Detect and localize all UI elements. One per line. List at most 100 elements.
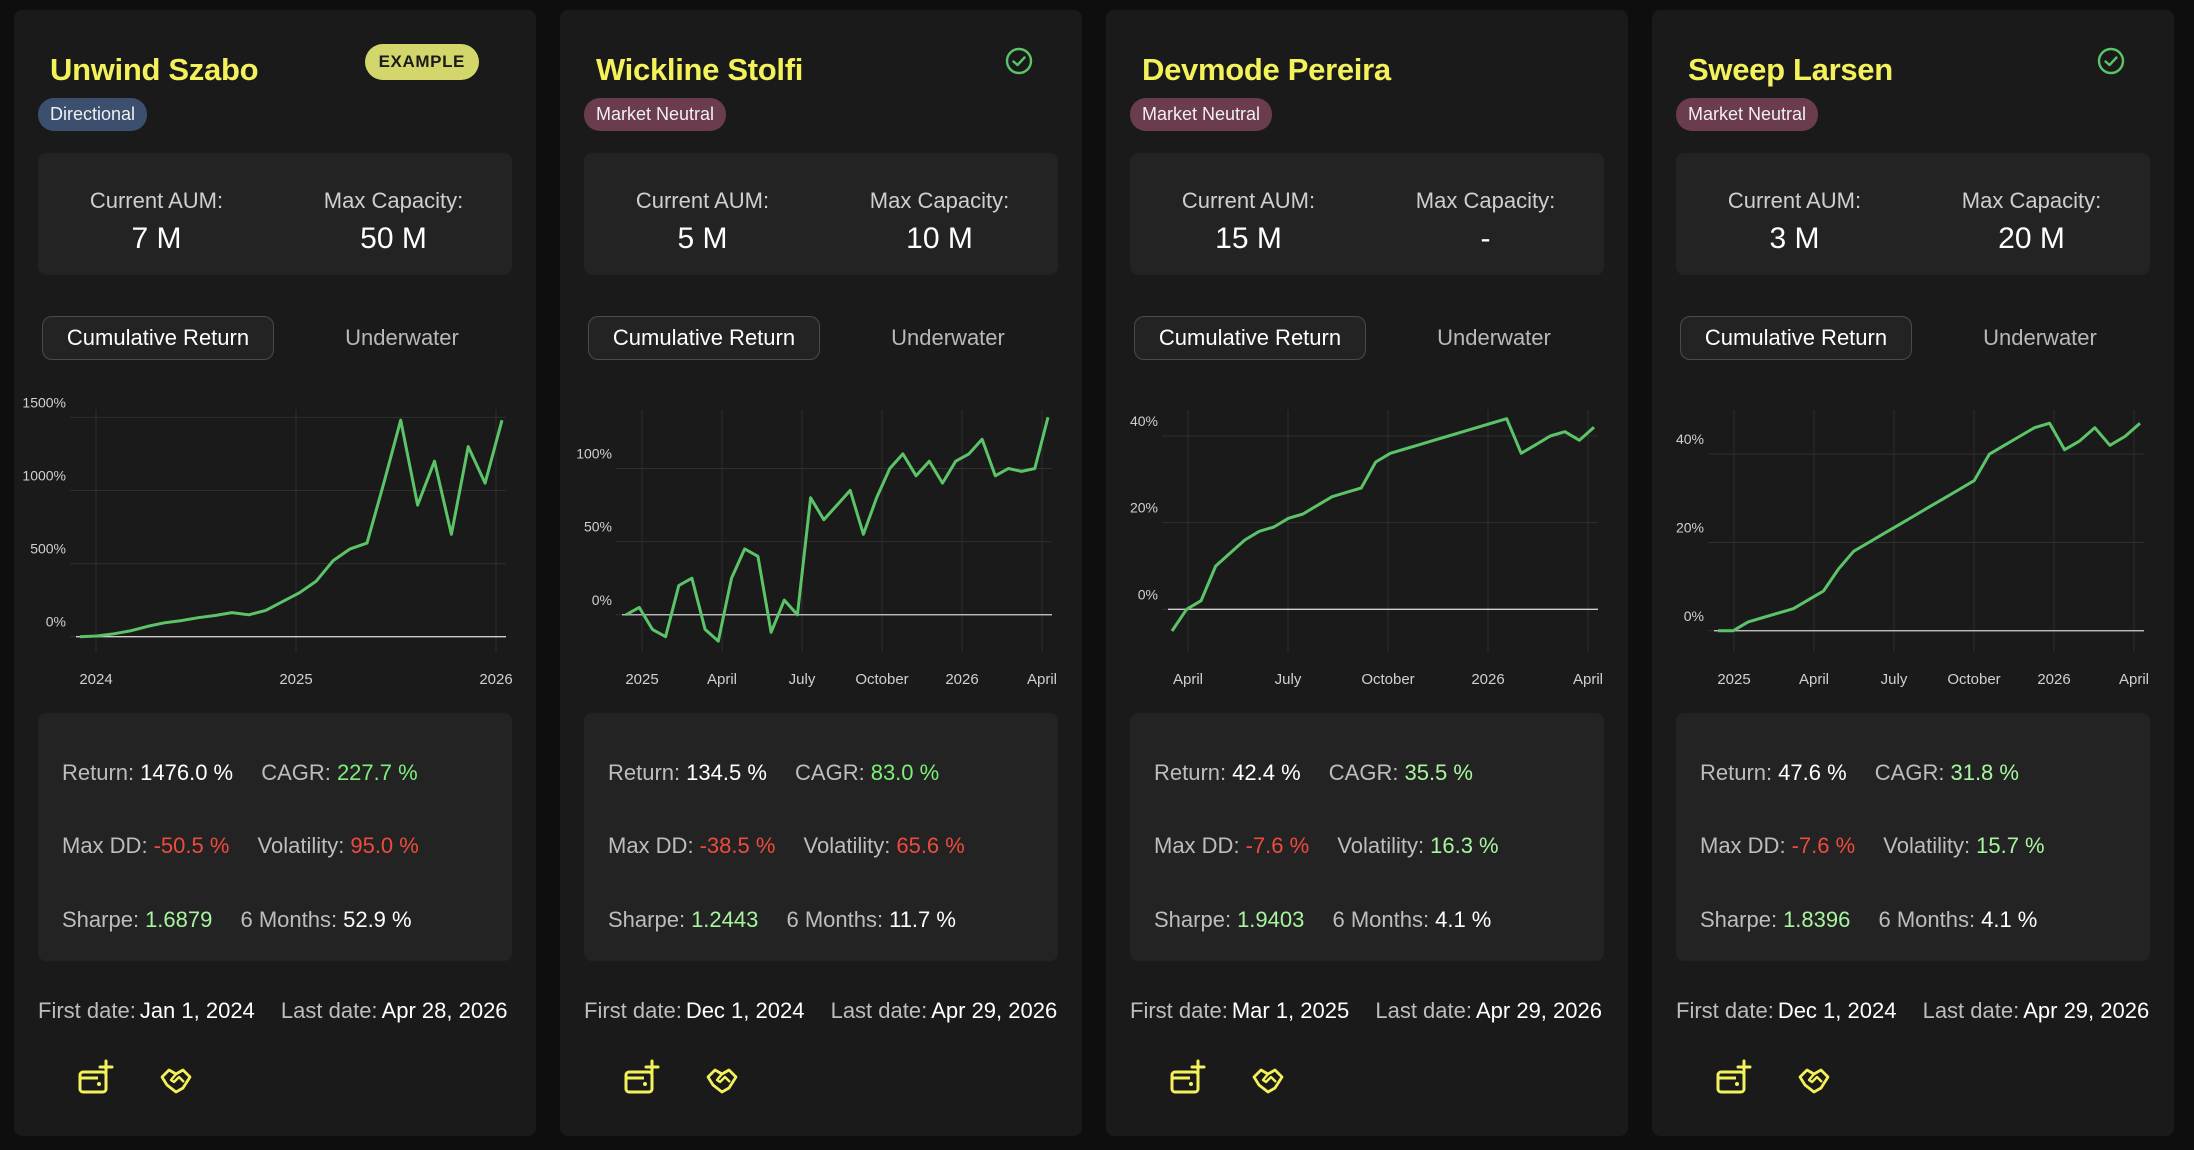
x-tick-label: July — [789, 671, 816, 688]
handshake-icon[interactable] — [1797, 1063, 1831, 1097]
max-dd-value: -38.5 % — [699, 833, 776, 858]
stats-row-1: Return: 47.6 % CAGR: 31.8 % — [1700, 760, 2041, 786]
cumulative-return-chart: 2025 April July October 2026 April 0% 20% 40% — [1676, 410, 2149, 688]
y-tick-label: 1000% — [22, 467, 66, 483]
first-date-value: Mar 1, 2025 — [1231, 998, 1350, 1023]
tab-underwater[interactable]: Underwater — [1437, 325, 1551, 350]
handshake-icon[interactable] — [705, 1063, 739, 1097]
handshake-icon[interactable] — [159, 1063, 193, 1097]
x-tick-label: April — [2119, 671, 2149, 688]
strategy-card[interactable]: Unwind Szabo EXAMPLE Directional Current… — [14, 10, 536, 1136]
max-capacity-value: 10 M — [906, 222, 973, 255]
strategy-title[interactable]: Wickline Stolfi — [596, 52, 804, 87]
volatility-label: Volatility: — [257, 833, 345, 858]
x-tick-label: 2026 — [1471, 671, 1504, 688]
date-range: First date: Dec 1, 2024 Last date: Apr 29,… — [1676, 998, 2169, 1024]
y-tick-label: 0% — [1684, 608, 1704, 624]
current-aum-label: Current AUM: — [89, 188, 224, 213]
check-circle-icon — [1005, 47, 1033, 75]
max-capacity-value: 20 M — [1998, 222, 2065, 255]
six-months-label: 6 Months: — [786, 907, 884, 932]
last-date-label: Last date: — [1375, 998, 1472, 1023]
stats-row-3: Sharpe: 1.6879 6 Months: 52.9 % — [62, 907, 434, 933]
volatility-value: 95.0 % — [350, 833, 419, 858]
cagr-label: CAGR: — [261, 760, 331, 785]
max-dd-label: Max DD: — [608, 833, 694, 858]
current-aum-label: Current AUM: — [1727, 188, 1862, 213]
return-series-line — [1718, 421, 2141, 633]
stats-row-3: Sharpe: 1.8396 6 Months: 4.1 % — [1700, 907, 2059, 933]
add-wallet-icon[interactable] — [1714, 1058, 1754, 1098]
first-date-label: First date: — [1130, 998, 1228, 1023]
last-date-value: Apr 28, 2026 — [381, 998, 508, 1023]
x-tick-label: April — [1573, 671, 1603, 688]
strategy-card[interactable]: Devmode Pereira Market Neutral Current A… — [1106, 10, 1628, 1136]
last-date-label: Last date: — [1922, 998, 2020, 1023]
y-tick-label: 100% — [576, 446, 612, 462]
aum-panel: Current AUM: 3 M Max Capacity: 20 M — [1676, 153, 2150, 275]
last-date-value: Apr 29, 2026 — [1475, 998, 1602, 1023]
stats-panel: Return: 42.4 % CAGR: 35.5 % Max DD: -7.6 % … — [1130, 713, 1604, 961]
sharpe-label: Sharpe: — [62, 907, 140, 932]
x-tick-label: 2025 — [1717, 671, 1750, 688]
max-dd-value: -7.6 % — [1791, 833, 1856, 858]
tab-underwater[interactable]: Underwater — [891, 325, 1005, 350]
return-label: Return: — [608, 760, 681, 785]
stats-row-2: Max DD: -38.5 % Volatility: 65.6 % — [608, 833, 987, 859]
max-dd-value: -7.6 % — [1245, 833, 1310, 858]
cagr-value: 227.7 % — [336, 760, 418, 785]
six-months-label: 6 Months: — [1332, 907, 1430, 932]
volatility-value: 15.7 % — [1976, 833, 2045, 858]
last-date-label: Last date: — [280, 998, 378, 1023]
aum-panel: Current AUM: 7 M Max Capacity: 50 M — [38, 153, 512, 275]
volatility-value: 65.6 % — [896, 833, 965, 858]
return-label: Return: — [1154, 760, 1227, 785]
tab-cumulative-return[interactable]: Cumulative Return — [42, 316, 274, 360]
max-dd-label: Max DD: — [1154, 833, 1240, 858]
tab-cumulative-return[interactable]: Cumulative Return — [1134, 316, 1366, 360]
date-range: First date: Mar 1, 2025 Last date: Apr 29,… — [1130, 998, 1622, 1024]
aum-panel: Current AUM: 15 M Max Capacity: - — [1130, 153, 1604, 275]
current-aum-label: Current AUM: — [1181, 188, 1316, 213]
x-tick-label: 2026 — [2037, 671, 2070, 688]
tab-underwater[interactable]: Underwater — [345, 325, 459, 350]
y-tick-label: 0% — [1138, 586, 1158, 602]
y-tick-label: 20% — [1130, 500, 1158, 516]
volatility-label: Volatility: — [1883, 833, 1971, 858]
handshake-icon[interactable] — [1251, 1063, 1285, 1097]
tab-underwater[interactable]: Underwater — [1983, 325, 2097, 350]
y-tick-label: 50% — [584, 519, 612, 535]
strategy-title[interactable]: Sweep Larsen — [1688, 52, 1893, 87]
x-tick-label: 2026 — [945, 671, 978, 688]
x-tick-label: July — [1275, 671, 1302, 688]
max-capacity-value: - — [1480, 222, 1491, 255]
strategy-title[interactable]: Unwind Szabo — [50, 52, 259, 87]
strategy-type-tag: Market Neutral — [1676, 98, 1819, 131]
strategy-card[interactable]: Sweep Larsen Market Neutral Current AUM:… — [1652, 10, 2174, 1136]
sharpe-value: 1.9403 — [1237, 907, 1305, 932]
add-wallet-icon[interactable] — [622, 1058, 662, 1098]
current-aum-value: 3 M — [1769, 222, 1820, 255]
x-tick-label: October — [1361, 671, 1414, 688]
strategy-title[interactable]: Devmode Pereira — [1142, 52, 1391, 87]
cagr-label: CAGR: — [795, 760, 865, 785]
add-wallet-icon[interactable] — [1168, 1058, 1208, 1098]
strategy-type-tag: Directional — [38, 98, 148, 131]
x-tick-label: 2024 — [79, 671, 112, 688]
strategy-card[interactable]: Wickline Stolfi Market Neutral Current A… — [560, 10, 1082, 1136]
strategy-type-tag: Market Neutral — [1130, 98, 1273, 131]
first-date-label: First date: — [584, 998, 682, 1023]
tab-cumulative-return[interactable]: Cumulative Return — [1680, 316, 1912, 360]
x-tick-label: April — [1027, 671, 1057, 688]
cagr-value: 35.5 % — [1404, 760, 1473, 785]
x-tick-label: October — [1947, 671, 2000, 688]
cagr-label: CAGR: — [1874, 760, 1945, 785]
x-tick-label: April — [707, 671, 737, 688]
y-tick-label: 20% — [1676, 519, 1704, 535]
y-tick-label: 40% — [1130, 413, 1158, 429]
sharpe-value: 1.2443 — [691, 907, 759, 932]
tab-cumulative-return[interactable]: Cumulative Return — [588, 316, 820, 360]
first-date-value: Dec 1, 2024 — [1777, 998, 1897, 1023]
add-wallet-icon[interactable] — [76, 1058, 116, 1098]
aum-panel: Current AUM: 5 M Max Capacity: 10 M — [584, 153, 1058, 275]
